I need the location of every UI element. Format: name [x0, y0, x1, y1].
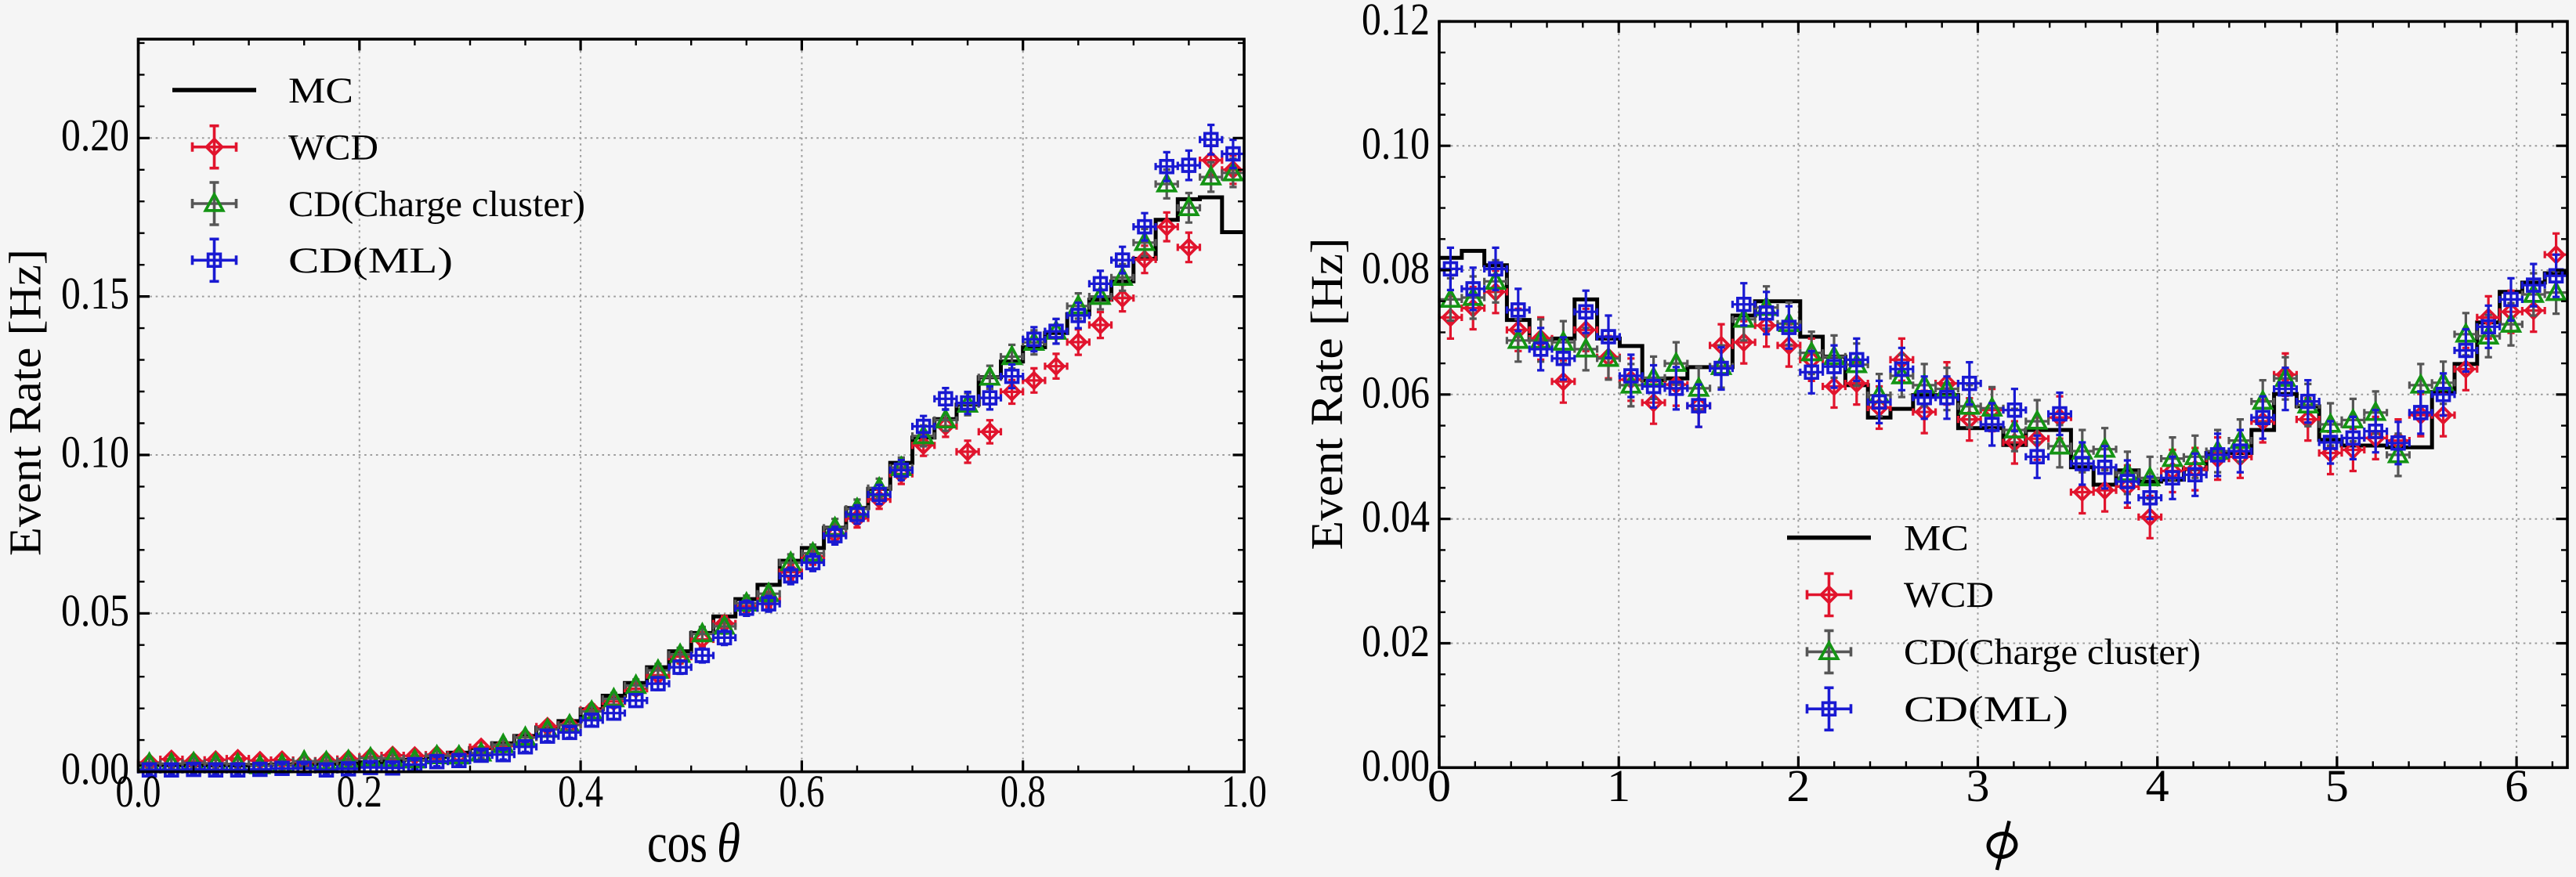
svg-text:θ: θ — [717, 812, 740, 875]
svg-text:0.00: 0.00 — [1362, 740, 1430, 791]
svg-text:0.4: 0.4 — [558, 766, 603, 817]
svg-text:Event Rate [Hz]: Event Rate [Hz] — [1301, 238, 1352, 550]
svg-text:2: 2 — [1786, 760, 1810, 811]
svg-text:4: 4 — [2146, 760, 2169, 811]
svg-text:0.08: 0.08 — [1362, 243, 1430, 294]
svg-text:6: 6 — [2505, 760, 2528, 811]
svg-text:0.00: 0.00 — [61, 743, 129, 794]
svg-text:0.12: 0.12 — [1362, 0, 1430, 45]
svg-text:0.10: 0.10 — [1362, 118, 1430, 169]
svg-text:Event Rate [Hz]: Event Rate [Hz] — [0, 249, 51, 556]
svg-text:CD(Charge cluster): CD(Charge cluster) — [288, 184, 585, 225]
svg-text:0.05: 0.05 — [61, 585, 129, 636]
svg-text:cos: cos — [647, 812, 707, 875]
svg-text:0: 0 — [1427, 760, 1451, 811]
svg-text:0.04: 0.04 — [1362, 491, 1430, 542]
svg-text:0.02: 0.02 — [1362, 615, 1430, 666]
svg-text:0.8: 0.8 — [1000, 766, 1046, 817]
svg-text:0.10: 0.10 — [61, 427, 129, 478]
svg-text:CD(ML): CD(ML) — [1904, 689, 2068, 730]
svg-text:0.06: 0.06 — [1362, 366, 1430, 417]
svg-text:WCD: WCD — [288, 128, 378, 168]
svg-text:0.2: 0.2 — [337, 766, 382, 817]
svg-text:0.0: 0.0 — [116, 766, 161, 817]
svg-text:MC: MC — [1904, 518, 1969, 559]
svg-text:0.6: 0.6 — [779, 766, 824, 817]
svg-text:5: 5 — [2325, 760, 2349, 811]
svg-text:1.0: 1.0 — [1221, 766, 1267, 817]
svg-text:CD(Charge cluster): CD(Charge cluster) — [1904, 632, 2201, 673]
svg-text:1: 1 — [1607, 760, 1630, 811]
svg-text:MC: MC — [288, 70, 353, 111]
svg-text:CD(ML): CD(ML) — [288, 240, 453, 281]
svg-text:0.15: 0.15 — [61, 268, 129, 319]
svg-text:3: 3 — [1966, 760, 1990, 811]
svg-text:0.20: 0.20 — [61, 110, 129, 161]
svg-text:WCD: WCD — [1904, 575, 1994, 615]
